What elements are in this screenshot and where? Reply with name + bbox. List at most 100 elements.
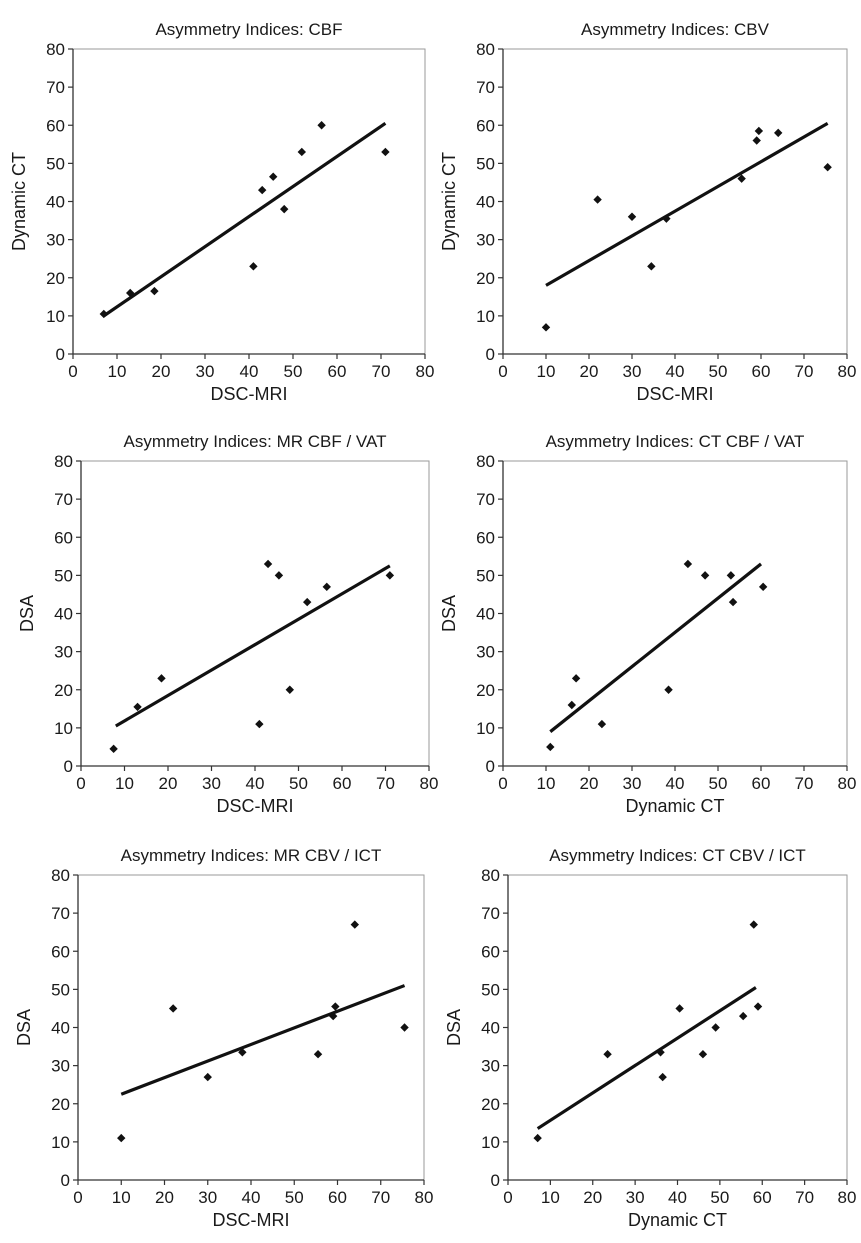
x-tick-label: 50	[709, 362, 728, 381]
y-tick-label: 80	[476, 40, 495, 59]
x-tick-label: 0	[498, 774, 507, 793]
x-tick-label: 50	[285, 1188, 304, 1207]
y-tick-label: 80	[476, 452, 495, 471]
x-tick-label: 30	[626, 1188, 645, 1207]
y-tick-label: 10	[51, 1133, 70, 1152]
chart-panel-1: Asymmetry Indices: CBF 0 10 20 30 40 50 60 70 80 0…	[9, 20, 434, 404]
x-tick-label: 50	[289, 774, 308, 793]
y-tick-label: 70	[54, 490, 73, 509]
x-tick-label: 10	[108, 362, 127, 381]
trendline	[114, 564, 391, 728]
y-tick-label: 20	[46, 269, 65, 288]
data-point	[313, 1049, 323, 1059]
data-point	[753, 1002, 763, 1011]
y-tick-label: 20	[476, 269, 495, 288]
data-point	[255, 719, 264, 729]
data-point	[738, 1011, 748, 1021]
chart-title: Asymmetry Indices: CT CBF / VAT	[546, 432, 805, 451]
x-tick-label: 50	[710, 1188, 729, 1207]
y-tick-label: 80	[481, 866, 500, 885]
data-point	[823, 162, 832, 172]
y-tick-label: 60	[51, 942, 70, 961]
data-point	[133, 702, 142, 712]
y-tick-label: 10	[54, 719, 73, 738]
data-point	[683, 559, 693, 569]
y-tick-label: 20	[54, 681, 73, 700]
y-tick-label: 30	[51, 1057, 70, 1076]
x-tick-label: 50	[284, 362, 303, 381]
x-tick-label: 80	[420, 774, 439, 793]
x-tick-label: 10	[537, 774, 556, 793]
data-point	[249, 262, 258, 271]
y-tick-label: 30	[46, 231, 65, 250]
trendline	[545, 121, 829, 287]
y-tick-label: 50	[476, 154, 495, 173]
data-point	[109, 744, 118, 754]
y-tick-label: 80	[54, 452, 73, 471]
x-tick-label: 70	[372, 362, 391, 381]
x-tick-label: 60	[333, 774, 352, 793]
x-tick-label: 80	[838, 774, 857, 793]
plot-area	[502, 460, 848, 767]
data-point	[728, 597, 738, 607]
y-tick-label: 40	[54, 605, 73, 624]
y-tick-label: 60	[54, 528, 73, 547]
data-point	[774, 128, 783, 138]
y-tick-label: 80	[51, 866, 70, 885]
y-tick-label: 0	[56, 345, 65, 364]
chart-title: Asymmetry Indices: MR CBV / ICT	[121, 846, 382, 865]
x-tick-label: 20	[159, 774, 178, 793]
chart-panel-2: Asymmetry Indices: CBV 0 10 20 30 40 50 60 70 80 0…	[439, 20, 856, 404]
data-point	[675, 1004, 684, 1013]
y-tick-label: 20	[51, 1095, 70, 1114]
x-tick-label: 30	[623, 362, 642, 381]
y-tick-label: 60	[481, 942, 500, 961]
x-tick-label: 0	[503, 1188, 512, 1207]
x-tick-label: 40	[666, 362, 685, 381]
data-point	[168, 1004, 178, 1013]
data-point	[726, 571, 736, 580]
data-point	[752, 136, 761, 145]
x-tick-label: 0	[68, 362, 77, 381]
x-tick-label: 20	[155, 1188, 174, 1207]
x-tick-label: 70	[371, 1188, 390, 1207]
x-tick-label: 0	[76, 774, 85, 793]
trendline	[536, 986, 757, 1130]
data-point	[381, 147, 390, 157]
chart-title: Asymmetry Indices: MR CBF / VAT	[124, 432, 387, 451]
x-tick-label: 40	[242, 1188, 261, 1207]
data-point	[567, 700, 576, 710]
y-axis-label: Dynamic CT	[9, 152, 29, 251]
x-tick-label: 70	[376, 774, 395, 793]
x-axis-label: DSC-MRI	[213, 1210, 290, 1230]
data-point	[150, 286, 159, 296]
x-tick-label: 20	[583, 1188, 602, 1207]
x-tick-label: 30	[202, 774, 221, 793]
data-point	[749, 920, 758, 929]
data-point	[350, 920, 359, 929]
y-tick-label: 70	[476, 78, 495, 97]
data-point	[647, 262, 656, 271]
chart-title: Asymmetry Indices: CT CBV / ICT	[549, 846, 806, 865]
y-tick-label: 70	[46, 78, 65, 97]
x-tick-label: 80	[838, 1188, 857, 1207]
y-tick-label: 40	[46, 193, 65, 212]
x-axis-label: Dynamic CT	[628, 1210, 727, 1230]
x-tick-label: 60	[328, 1188, 347, 1207]
y-tick-label: 60	[46, 116, 65, 135]
data-point	[662, 214, 671, 223]
data-point	[297, 147, 306, 157]
x-tick-label: 80	[416, 362, 435, 381]
data-point	[303, 597, 312, 607]
y-tick-label: 40	[476, 605, 495, 624]
data-point	[758, 582, 768, 592]
x-tick-label: 20	[580, 774, 599, 793]
data-point	[546, 742, 555, 752]
data-point	[203, 1072, 212, 1082]
plot-area	[507, 874, 848, 1181]
chart-title: Asymmetry Indices: CBV	[581, 20, 770, 39]
data-point	[533, 1133, 542, 1143]
plot-area	[77, 874, 425, 1181]
data-point	[656, 1048, 665, 1057]
